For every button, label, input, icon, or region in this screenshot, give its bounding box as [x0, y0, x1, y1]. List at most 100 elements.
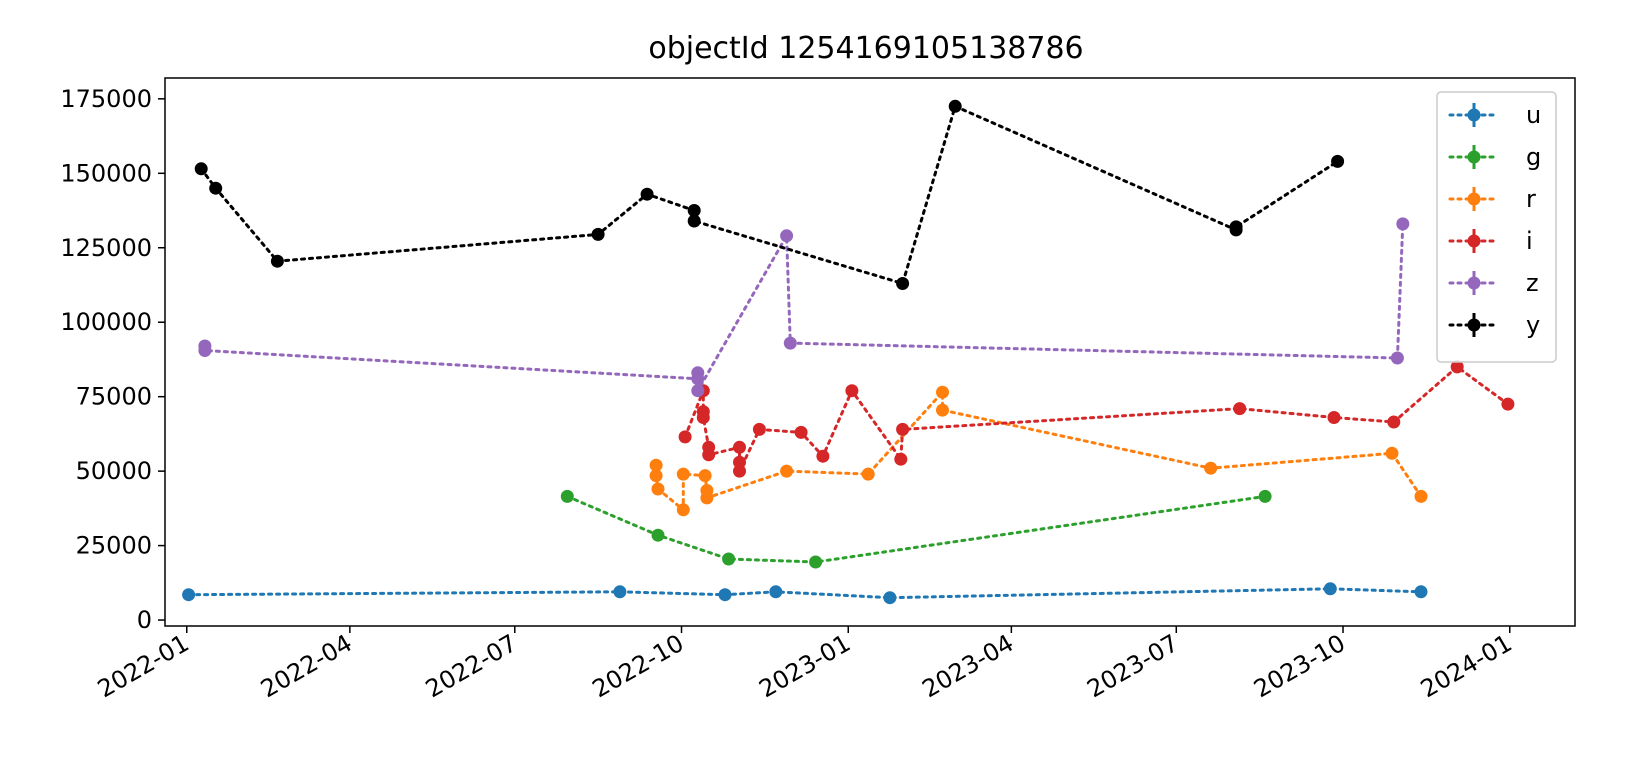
- legend-label: u: [1526, 101, 1541, 129]
- legend-item-u: u: [1448, 101, 1541, 129]
- y-tick-label: 125000: [60, 234, 152, 262]
- x-tick-label: 2023-01: [754, 629, 855, 703]
- x-tick-label: 2022-01: [93, 629, 194, 703]
- data-point: [780, 229, 794, 243]
- series-z: [198, 217, 1410, 398]
- series-r: [649, 385, 1428, 517]
- legend-item-y: y: [1448, 311, 1540, 339]
- data-point: [1258, 489, 1272, 503]
- data-point: [1385, 446, 1399, 460]
- data-point: [936, 385, 949, 399]
- data-point: [691, 366, 705, 380]
- legend-item-i: i: [1448, 227, 1533, 255]
- data-point: [752, 422, 766, 436]
- data-point: [809, 555, 823, 569]
- data-point: [698, 469, 712, 483]
- legend-item-z: z: [1448, 269, 1539, 297]
- legend-marker: [1467, 234, 1481, 248]
- y-tick-label: 0: [137, 606, 152, 634]
- data-point: [733, 464, 746, 478]
- data-point: [896, 277, 910, 290]
- x-tick-label: 2023-10: [1249, 629, 1350, 703]
- data-point: [198, 344, 212, 357]
- plot-area: [164, 77, 1576, 627]
- series-u: [182, 582, 1428, 605]
- data-point: [700, 491, 714, 505]
- legend-label: r: [1526, 185, 1536, 213]
- data-point: [722, 552, 736, 566]
- data-point: [1387, 415, 1401, 429]
- data-point: [936, 403, 949, 417]
- data-point: [1414, 489, 1428, 503]
- data-point: [845, 384, 859, 398]
- series-line-z: [203, 222, 1405, 397]
- data-point: [1204, 461, 1218, 475]
- legend-label: z: [1526, 269, 1539, 297]
- data-point: [1390, 351, 1404, 365]
- data-point: [651, 482, 665, 496]
- series-line-r: [654, 388, 1423, 513]
- data-point: [182, 588, 196, 602]
- data-point: [733, 455, 746, 469]
- data-point: [883, 591, 897, 605]
- data-point: [591, 227, 605, 241]
- data-point: [794, 425, 808, 439]
- data-point: [896, 422, 910, 436]
- data-point: [1501, 397, 1515, 411]
- data-point: [948, 99, 962, 113]
- x-tick-label: 2022-10: [588, 629, 689, 703]
- x-tick-label: 2022-07: [421, 629, 522, 703]
- x-tick-label: 2023-07: [1082, 629, 1183, 703]
- data-point: [696, 411, 710, 424]
- y-tick-label: 150000: [60, 159, 152, 187]
- data-point: [1414, 585, 1428, 599]
- legend-marker: [1467, 108, 1481, 122]
- x-tick-label: 2023-04: [918, 629, 1019, 703]
- series-line-i: [683, 364, 1510, 472]
- data-point: [209, 181, 223, 195]
- series-line-u: [187, 587, 1423, 600]
- legend-marker: [1467, 276, 1481, 290]
- series-layer: [182, 99, 1515, 605]
- legend-marker: [1467, 318, 1481, 332]
- data-point: [640, 187, 654, 201]
- data-point: [861, 467, 875, 481]
- data-point: [194, 162, 208, 176]
- data-point: [613, 585, 627, 599]
- data-point: [649, 469, 663, 483]
- data-point: [783, 336, 797, 350]
- legend-marker: [1467, 192, 1481, 206]
- x-tick-label: 2024-01: [1416, 629, 1517, 703]
- legend-item-g: g: [1448, 143, 1541, 171]
- data-point: [1331, 154, 1345, 168]
- data-point: [560, 489, 574, 503]
- y-tick-label: 175000: [60, 85, 152, 113]
- legend-label: i: [1526, 227, 1533, 255]
- x-tick-label: 2022-04: [256, 629, 357, 703]
- y-tick-label: 75000: [76, 383, 152, 411]
- data-point: [687, 204, 701, 217]
- y-tick-label: 25000: [76, 532, 152, 560]
- legend-label: y: [1526, 311, 1540, 339]
- data-point: [1327, 411, 1341, 424]
- legend-label: g: [1526, 143, 1541, 171]
- data-point: [702, 448, 716, 462]
- data-point: [769, 585, 783, 599]
- y-tick-label: 100000: [60, 308, 152, 336]
- series-i: [678, 360, 1515, 478]
- series-g: [560, 489, 1272, 569]
- legend-box: [1436, 91, 1557, 363]
- legend-item-r: r: [1448, 185, 1536, 213]
- data-point: [676, 467, 690, 481]
- data-point: [691, 384, 705, 398]
- series-line-y: [199, 104, 1340, 286]
- data-point: [1233, 402, 1247, 416]
- y-tick-label: 50000: [76, 457, 152, 485]
- data-point: [1229, 220, 1243, 234]
- data-point: [651, 528, 665, 542]
- data-point: [678, 430, 692, 444]
- y-axis: 0 25000 50000 75000 100000 125000 150000 175000: [60, 85, 165, 634]
- chart-title: objectId 1254169105138786: [648, 31, 1083, 66]
